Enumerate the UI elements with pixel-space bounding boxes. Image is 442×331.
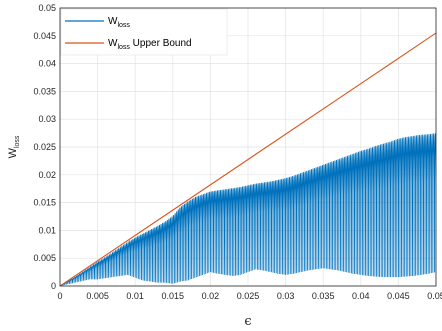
series-line-wloss-upper-bound	[60, 32, 436, 286]
x-tick-label: 0.01	[126, 291, 144, 301]
legend-entry-wloss-upper-bound: Wloss Upper Bound	[65, 38, 192, 51]
y-axis-label-main: W	[7, 147, 19, 158]
y-tick-label: 0.05	[38, 3, 56, 13]
axes-box	[59, 7, 437, 287]
legend-label-wloss-sub: loss	[117, 22, 130, 29]
y-axis-label-sub: loss	[14, 135, 21, 148]
series-line-wloss	[60, 133, 436, 286]
x-tick-label: 0.03	[277, 291, 295, 301]
x-tick-label: 0.05	[427, 291, 442, 301]
legend-label-wloss-main: W	[108, 16, 118, 27]
legend-label-wloss-upper-bound: Wloss Upper Bound	[108, 38, 192, 51]
legend: Wloss Wloss Upper Bound	[60, 8, 228, 56]
y-tick-label: 0.03	[38, 114, 56, 124]
x-axis-label: ϵ	[244, 314, 251, 329]
x-tick-label: 0.005	[86, 291, 109, 301]
legend-entry-wloss: Wloss	[65, 16, 130, 29]
y-tick-label: 0.005	[33, 253, 56, 263]
legend-box	[60, 8, 228, 56]
x-tick-label: 0.045	[387, 291, 410, 301]
y-axis-label: Wloss	[7, 135, 21, 158]
y-tick-label: 0.025	[33, 142, 56, 152]
legend-label-upper-suffix: Upper Bound	[130, 38, 192, 49]
x-tick-label: 0.025	[237, 291, 260, 301]
legend-label-upper-sub: loss	[117, 44, 130, 51]
y-tick-label: 0.04	[38, 59, 56, 69]
legend-label-wloss: Wloss	[108, 16, 130, 29]
y-tick-label: 0.045	[33, 31, 56, 41]
y-tick-labels: 0 0.005 0.01 0.015 0.02 0.025 0.03 0.035 0.04 0.0…	[33, 3, 56, 291]
x-tick-label: 0.015	[162, 291, 185, 301]
y-tick-label: 0	[51, 281, 56, 291]
legend-label-upper-main: W	[108, 38, 118, 49]
x-tick-label: 0.04	[352, 291, 370, 301]
y-tick-label: 0.02	[38, 170, 56, 180]
x-tick-label: 0	[57, 291, 62, 301]
y-tick-label: 0.01	[38, 225, 56, 235]
x-tick-label: 0.02	[202, 291, 220, 301]
y-tick-label: 0.035	[33, 86, 56, 96]
x-tick-label: 0.035	[312, 291, 335, 301]
x-tick-labels: 0 0.005 0.01 0.015 0.02 0.025 0.03 0.035 0.04 0.0…	[57, 291, 442, 301]
y-tick-label: 0.015	[33, 198, 56, 208]
